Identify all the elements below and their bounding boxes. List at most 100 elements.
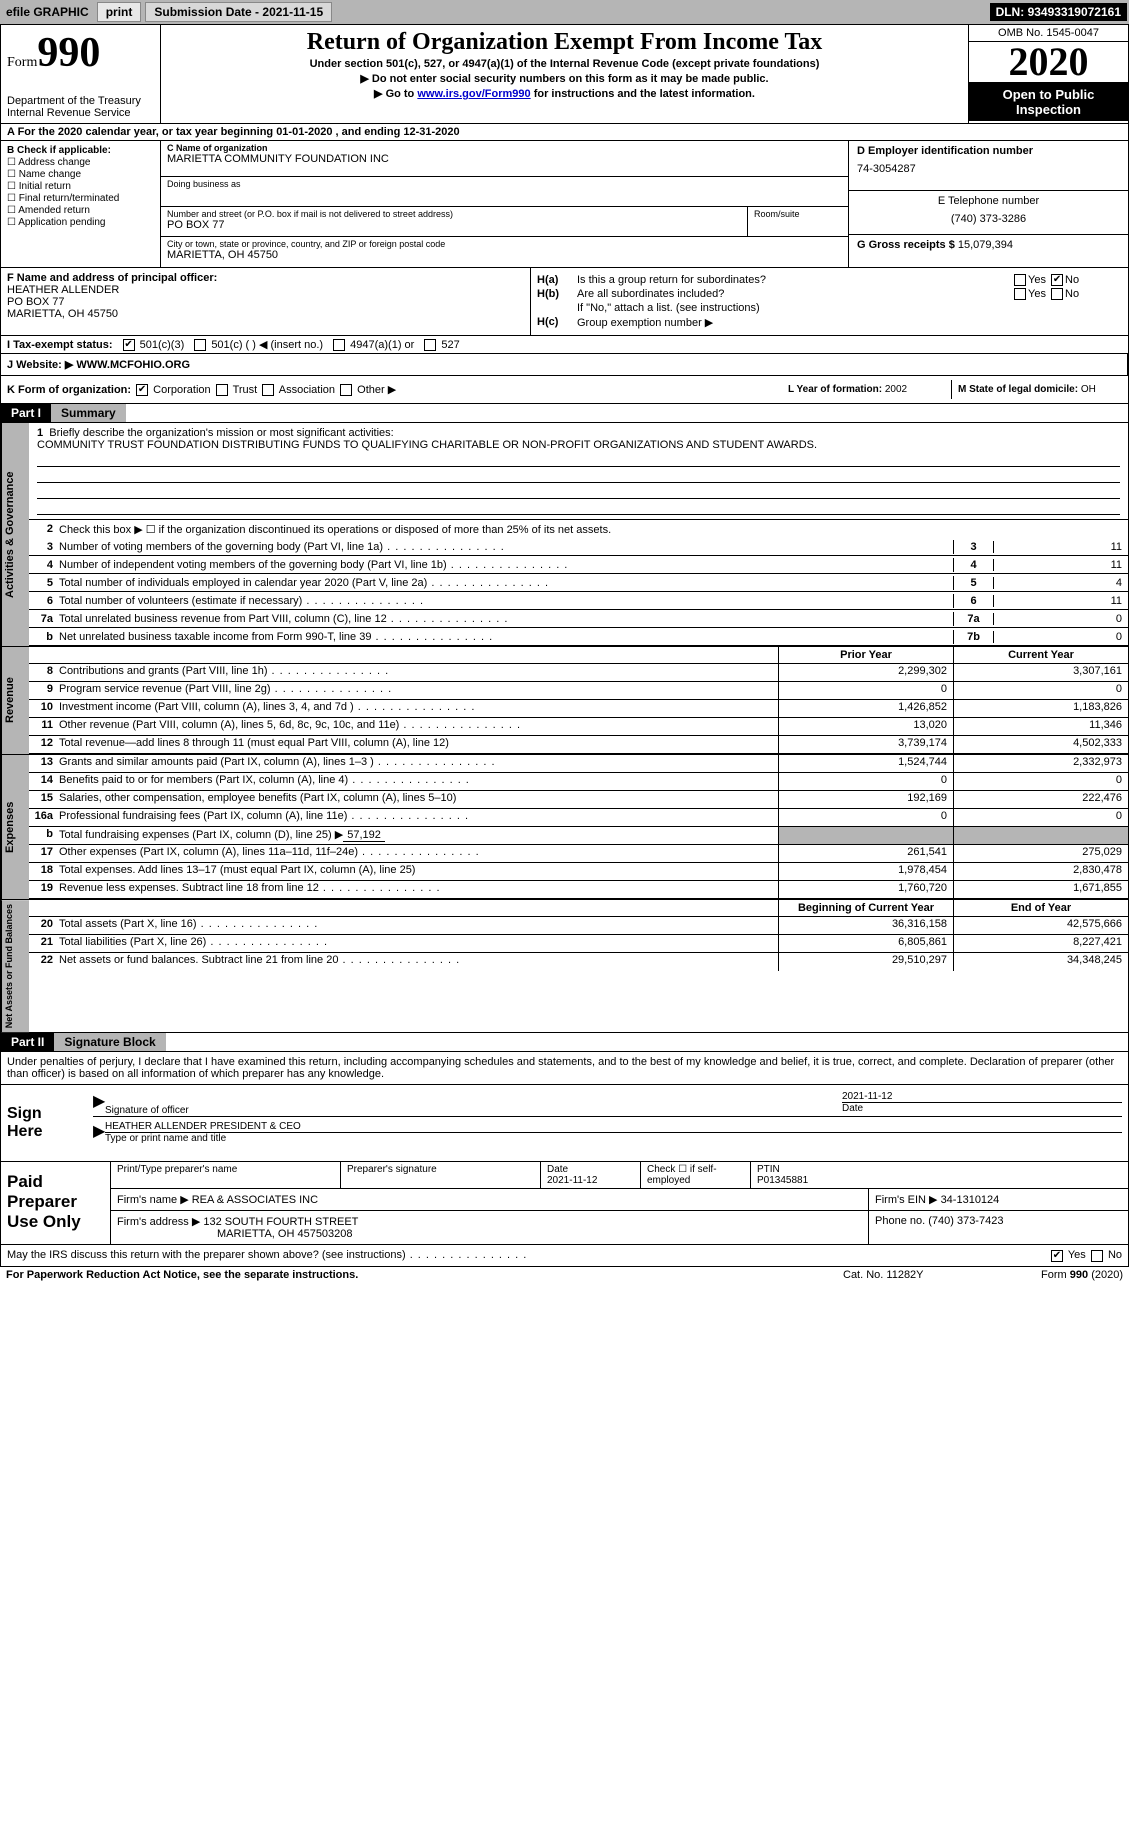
chk-527[interactable] — [424, 339, 436, 351]
form-header: Form990 Department of the Treasury Inter… — [0, 24, 1129, 124]
chk-amended[interactable]: ☐ Amended return — [7, 205, 154, 216]
officer-group-row: F Name and address of principal officer:… — [0, 268, 1129, 336]
city-cell: City or town, state or province, country… — [161, 237, 848, 267]
website: WWW.MCFOHIO.ORG — [76, 359, 190, 371]
chk-trust[interactable] — [216, 384, 228, 396]
year-block: OMB No. 1545-0047 2020 Open to PublicIns… — [968, 25, 1128, 123]
hb-no[interactable] — [1051, 288, 1063, 300]
line-12: Total revenue—add lines 8 through 11 (mu… — [59, 736, 778, 753]
org-name-cell: C Name of organization MARIETTA COMMUNIT… — [161, 141, 848, 177]
mission-text: COMMUNITY TRUST FOUNDATION DISTRIBUTING … — [37, 439, 1120, 451]
line-5: Total number of individuals employed in … — [59, 576, 953, 590]
form-title: Return of Organization Exempt From Incom… — [165, 29, 964, 56]
net-assets-section: Net Assets or Fund Balances Beginning of… — [0, 900, 1129, 1033]
chk-initial-return[interactable]: ☐ Initial return — [7, 181, 154, 192]
firm-phone: Phone no. (740) 373-7423 — [868, 1211, 1128, 1244]
form-of-org-row: K Form of organization: Corporation Trus… — [0, 376, 1129, 404]
website-row: J Website: ▶ WWW.MCFOHIO.ORG — [0, 354, 1129, 376]
hdr-current-year: Current Year — [953, 647, 1128, 663]
line-17: Other expenses (Part IX, column (A), lin… — [59, 845, 778, 862]
name-address-block: C Name of organization MARIETTA COMMUNIT… — [161, 141, 848, 267]
line-4: Number of independent voting members of … — [59, 558, 953, 572]
line-11: Other revenue (Part VIII, column (A), li… — [59, 718, 778, 735]
phone: (740) 373-3286 — [857, 213, 1120, 225]
mission-block: 1 Briefly describe the organization's mi… — [29, 423, 1128, 520]
line-18: Total expenses. Add lines 13–17 (must eq… — [59, 863, 778, 880]
firm-ein: Firm's EIN ▶ 34-1310124 — [868, 1189, 1128, 1210]
governance-section: Activities & Governance 1 Briefly descri… — [0, 423, 1129, 647]
ein-phone-block: D Employer identification number 74-3054… — [848, 141, 1128, 267]
chk-corp[interactable] — [136, 384, 148, 396]
line-19: Revenue less expenses. Subtract line 18 … — [59, 881, 778, 898]
inspection-notice: Open to PublicInspection — [969, 83, 1128, 121]
line-3: Number of voting members of the governin… — [59, 540, 953, 554]
expenses-section: Expenses 13Grants and similar amounts pa… — [0, 755, 1129, 900]
line-14: Benefits paid to or for members (Part IX… — [59, 773, 778, 790]
print-button[interactable]: print — [97, 2, 142, 22]
chk-other[interactable] — [340, 384, 352, 396]
principal-officer: F Name and address of principal officer:… — [1, 268, 531, 335]
tax-year-range: A For the 2020 calendar year, or tax yea… — [0, 124, 1129, 141]
tab-net-assets: Net Assets or Fund Balances — [1, 900, 29, 1032]
form-title-block: Return of Organization Exempt From Incom… — [161, 25, 968, 123]
ha-yesno: Yes No — [1012, 274, 1122, 286]
form-ref: Form 990 (2020) — [983, 1269, 1123, 1281]
chk-app-pending[interactable]: ☐ Application pending — [7, 217, 154, 228]
preparer-date-cell: Date2021-11-12 — [541, 1162, 641, 1188]
ha-yes[interactable] — [1014, 274, 1026, 286]
preparer-sig-cell: Preparer's signature — [341, 1162, 541, 1188]
line-22: Net assets or fund balances. Subtract li… — [59, 953, 778, 971]
hb-yes[interactable] — [1014, 288, 1026, 300]
discuss-yes[interactable] — [1051, 1250, 1063, 1262]
page-footer: For Paperwork Reduction Act Notice, see … — [0, 1267, 1129, 1283]
state-domicile: M State of legal domicile: OH — [952, 380, 1122, 399]
self-employed-cell: Check ☐ if self-employed — [641, 1162, 751, 1188]
tab-revenue: Revenue — [1, 647, 29, 754]
chk-assoc[interactable] — [262, 384, 274, 396]
hb-yesno: Yes No — [1012, 288, 1122, 300]
ein-cell: D Employer identification number 74-3054… — [849, 141, 1128, 191]
chk-address-change[interactable]: ☐ Address change — [7, 157, 154, 168]
chk-4947[interactable] — [333, 339, 345, 351]
check-applicable: B Check if applicable: ☐ Address change … — [1, 141, 161, 267]
revenue-section: Revenue Prior YearCurrent Year 8Contribu… — [0, 647, 1129, 755]
org-name: MARIETTA COMMUNITY FOUNDATION INC — [167, 153, 842, 165]
preparer-name-cell: Print/Type preparer's name — [111, 1162, 341, 1188]
street: PO BOX 77 — [167, 219, 741, 231]
hdr-eoy: End of Year — [953, 900, 1128, 916]
discuss-no[interactable] — [1091, 1250, 1103, 1262]
city: MARIETTA, OH 45750 — [167, 249, 842, 261]
cat-no: Cat. No. 11282Y — [843, 1269, 983, 1281]
form990-link[interactable]: www.irs.gov/Form990 — [417, 88, 530, 100]
efile-label: efile GRAPHIC — [2, 5, 93, 19]
sign-here-block: Sign Here ▶ Signature of officer 2021-11… — [0, 1085, 1129, 1162]
sig-date: 2021-11-12 — [842, 1091, 1122, 1103]
part1-header: Part ISummary — [0, 404, 1129, 423]
discuss-row: May the IRS discuss this return with the… — [0, 1245, 1129, 1266]
chk-name-change[interactable]: ☐ Name change — [7, 169, 154, 180]
line-2: Check this box ▶ ☐ if the organization d… — [59, 522, 1128, 537]
line-10: Investment income (Part VIII, column (A)… — [59, 700, 778, 717]
tab-expenses: Expenses — [1, 755, 29, 899]
subtitle-1: Under section 501(c), 527, or 4947(a)(1)… — [165, 58, 964, 70]
line-21: Total liabilities (Part X, line 26) — [59, 935, 778, 952]
chk-final-return[interactable]: ☐ Final return/terminated — [7, 193, 154, 204]
gross-receipts: G Gross receipts $ 15,079,394 — [849, 235, 1128, 255]
line-15: Salaries, other compensation, employee b… — [59, 791, 778, 808]
paid-preparer-block: Paid Preparer Use Only Print/Type prepar… — [0, 1162, 1129, 1245]
line-20: Total assets (Part X, line 16) — [59, 917, 778, 934]
dept-irs: Internal Revenue Service — [7, 107, 154, 119]
form-id-block: Form990 Department of the Treasury Inter… — [1, 25, 161, 123]
subtitle-3: ▶ Go to www.irs.gov/Form990 for instruct… — [165, 87, 964, 100]
toolbar: efile GRAPHIC print Submission Date - 20… — [0, 0, 1129, 24]
chk-501c[interactable] — [194, 339, 206, 351]
dln: DLN: 93493319072161 — [990, 3, 1127, 21]
ha-no[interactable] — [1051, 274, 1063, 286]
firm-address: Firm's address ▶ 132 SOUTH FOURTH STREET… — [111, 1211, 868, 1244]
group-return-block: H(a) Is this a group return for subordin… — [531, 268, 1128, 335]
tab-governance: Activities & Governance — [1, 423, 29, 646]
phone-cell: E Telephone number (740) 373-3286 — [849, 191, 1128, 235]
ptin-cell: PTINP01345881 — [751, 1162, 1128, 1188]
chk-501c3[interactable] — [123, 339, 135, 351]
line-7a: Total unrelated business revenue from Pa… — [59, 612, 953, 626]
